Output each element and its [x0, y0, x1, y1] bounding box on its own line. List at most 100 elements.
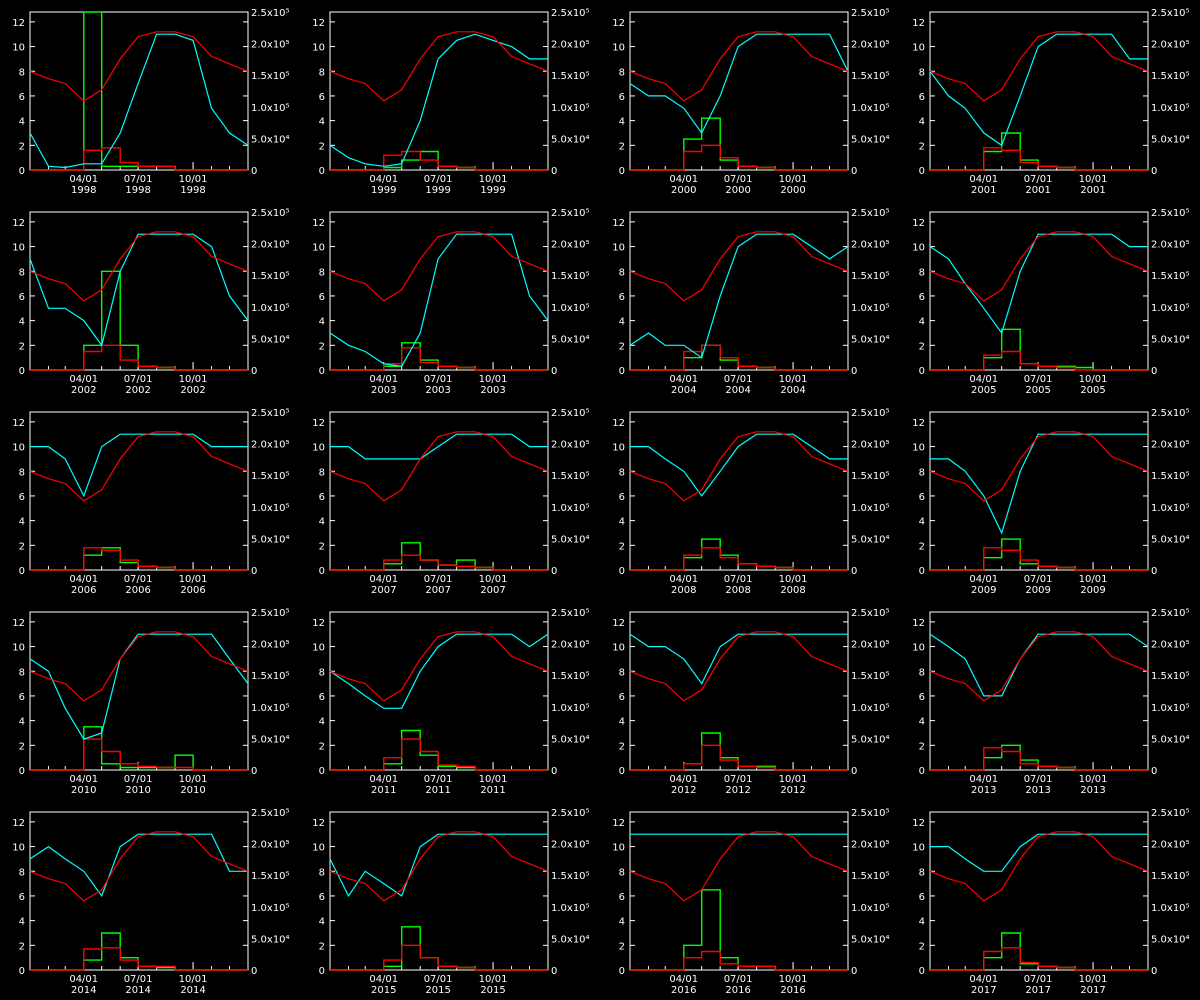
- left-tick-label: 0: [319, 566, 325, 577]
- x-tick-label: 04/01: [69, 574, 98, 585]
- x-tick-label: 07/01: [724, 374, 753, 385]
- left-tick-label: 8: [319, 267, 325, 278]
- right-tick-label: 0: [251, 766, 257, 777]
- right-tick-label: 1.5x10⁵: [251, 671, 290, 682]
- left-tick-label: 2: [19, 741, 25, 752]
- red-histogram: [330, 738, 548, 771]
- green-histogram: [30, 932, 248, 971]
- x-tick-label: 04/01: [669, 974, 698, 985]
- red-histogram: [630, 344, 848, 371]
- left-tick-label: 0: [919, 366, 925, 377]
- x-tick-year: 2014: [71, 985, 96, 996]
- right-tick-label: 0: [1151, 566, 1157, 577]
- red-line: [329, 631, 549, 702]
- left-tick-label: 2: [319, 941, 325, 952]
- left-tick-label: 2: [319, 541, 325, 552]
- left-tick-label: 4: [319, 717, 325, 728]
- plot-frame: [929, 811, 1149, 971]
- right-tick-label: 5.0x10⁴: [1151, 734, 1190, 745]
- plot-frame: [929, 211, 1149, 371]
- red-histogram: [30, 947, 248, 971]
- panel-2003: 0 2 4 6 8 10 12 0 5.0x10⁴ 1.0x10⁵ 1.5x10⁵ 2.0x10⁵ 2.…: [312, 208, 589, 396]
- x-tick-year: 2004: [780, 385, 805, 396]
- panel-2005: 0 2 4 6 8 10 12 0 5.0x10⁴ 1.0x10⁵ 1.5x10⁵ 2.0x10⁵ 2.…: [912, 208, 1189, 396]
- x-tick-label: 07/01: [1024, 774, 1053, 785]
- left-tick-label: 10: [912, 443, 925, 454]
- x-tick-label: 10/01: [479, 574, 508, 585]
- x-tick-label: 07/01: [424, 574, 453, 585]
- right-tick-label: 1.0x10⁵: [1151, 503, 1190, 514]
- right-tick-label: 1.0x10⁵: [1151, 103, 1190, 114]
- left-tick-label: 4: [919, 517, 925, 528]
- x-tick-label: 10/01: [779, 974, 808, 985]
- left-tick-label: 12: [912, 618, 925, 629]
- x-tick-label: 10/01: [179, 174, 208, 185]
- red-line: [629, 431, 849, 502]
- left-tick-label: 6: [919, 92, 925, 103]
- panel-2004: 0 2 4 6 8 10 12 0 5.0x10⁴ 1.0x10⁵ 1.5x10⁵ 2.0x10⁵ 2.…: [612, 208, 889, 396]
- left-tick-label: 10: [612, 43, 625, 54]
- red-histogram: [30, 147, 248, 171]
- right-tick-label: 5.0x10⁴: [551, 334, 590, 345]
- right-tick-label: 0: [551, 166, 557, 177]
- left-tick-label: 4: [619, 517, 625, 528]
- right-tick-label: 2.0x10⁵: [551, 640, 590, 651]
- x-tick-label: 04/01: [969, 374, 998, 385]
- right-tick-label: 1.0x10⁵: [551, 103, 590, 114]
- x-tick-year: 2008: [671, 585, 696, 596]
- left-tick-label: 4: [919, 317, 925, 328]
- green-histogram: [330, 729, 548, 771]
- left-tick-label: 6: [619, 92, 625, 103]
- left-tick-label: 12: [312, 818, 325, 829]
- right-tick-label: 5.0x10⁴: [551, 934, 590, 945]
- left-tick-label: 10: [612, 843, 625, 854]
- plot-frame: [629, 411, 849, 571]
- x-tick-label: 10/01: [779, 374, 808, 385]
- left-tick-label: 10: [312, 643, 325, 654]
- right-tick-label: 2.0x10⁵: [251, 40, 290, 51]
- right-tick-label: 2.5x10⁵: [851, 408, 890, 419]
- right-tick-label: 2.5x10⁵: [551, 208, 590, 219]
- x-tick-label: 07/01: [1024, 374, 1053, 385]
- right-tick-label: 5.0x10⁴: [551, 734, 590, 745]
- right-tick-label: 2.5x10⁵: [551, 608, 590, 619]
- x-tick-label: 04/01: [669, 774, 698, 785]
- x-tick-label: 04/01: [69, 174, 98, 185]
- x-tick-label: 04/01: [969, 174, 998, 185]
- left-tick-label: 4: [19, 717, 25, 728]
- left-tick-label: 2: [19, 141, 25, 152]
- x-tick-year: 1999: [425, 185, 450, 196]
- red-histogram: [930, 947, 1148, 971]
- x-tick-year: 2009: [971, 585, 996, 596]
- right-tick-label: 1.0x10⁵: [851, 103, 890, 114]
- x-tick-year: 2004: [725, 385, 750, 396]
- x-tick-year: 2012: [671, 785, 696, 796]
- left-tick-label: 2: [919, 141, 925, 152]
- panel-2016: 0 2 4 6 8 10 12 0 5.0x10⁴ 1.0x10⁵ 1.5x10⁵ 2.0x10⁵ 2.…: [612, 808, 889, 996]
- red-histogram: [30, 738, 248, 771]
- right-tick-label: 2.5x10⁵: [851, 8, 890, 19]
- left-tick-label: 8: [319, 867, 325, 878]
- plot-frame: [629, 611, 849, 771]
- left-tick-label: 12: [612, 18, 625, 29]
- left-tick-label: 8: [19, 67, 25, 78]
- left-tick-label: 6: [919, 292, 925, 303]
- x-tick-year: 2009: [1025, 585, 1050, 596]
- x-tick-year: 1998: [180, 185, 205, 196]
- left-tick-label: 6: [19, 892, 25, 903]
- panel-2010: 0 2 4 6 8 10 12 0 5.0x10⁴ 1.0x10⁵ 1.5x10⁵ 2.0x10⁵ 2.…: [12, 608, 289, 796]
- right-tick-label: 2.5x10⁵: [251, 808, 290, 819]
- right-tick-label: 2.5x10⁵: [851, 808, 890, 819]
- panel-1998: 0 2 4 6 8 10 12 0 5.0x10⁴ 1.0x10⁵ 1.5x10⁵ 2.0x10⁵ 2.…: [12, 8, 289, 196]
- panel-2001: 0 2 4 6 8 10 12 0 5.0x10⁴ 1.0x10⁵ 1.5x10⁵ 2.0x10⁵ 2.…: [912, 8, 1189, 196]
- right-tick-label: 1.5x10⁵: [551, 671, 590, 682]
- right-tick-label: 2.0x10⁵: [551, 240, 590, 251]
- cyan-line: [329, 233, 549, 367]
- left-tick-label: 6: [919, 892, 925, 903]
- red-histogram: [330, 554, 548, 571]
- left-tick-label: 8: [919, 267, 925, 278]
- right-tick-label: 1.5x10⁵: [251, 71, 290, 82]
- left-tick-label: 0: [19, 566, 25, 577]
- right-tick-label: 1.0x10⁵: [851, 303, 890, 314]
- left-tick-label: 2: [19, 941, 25, 952]
